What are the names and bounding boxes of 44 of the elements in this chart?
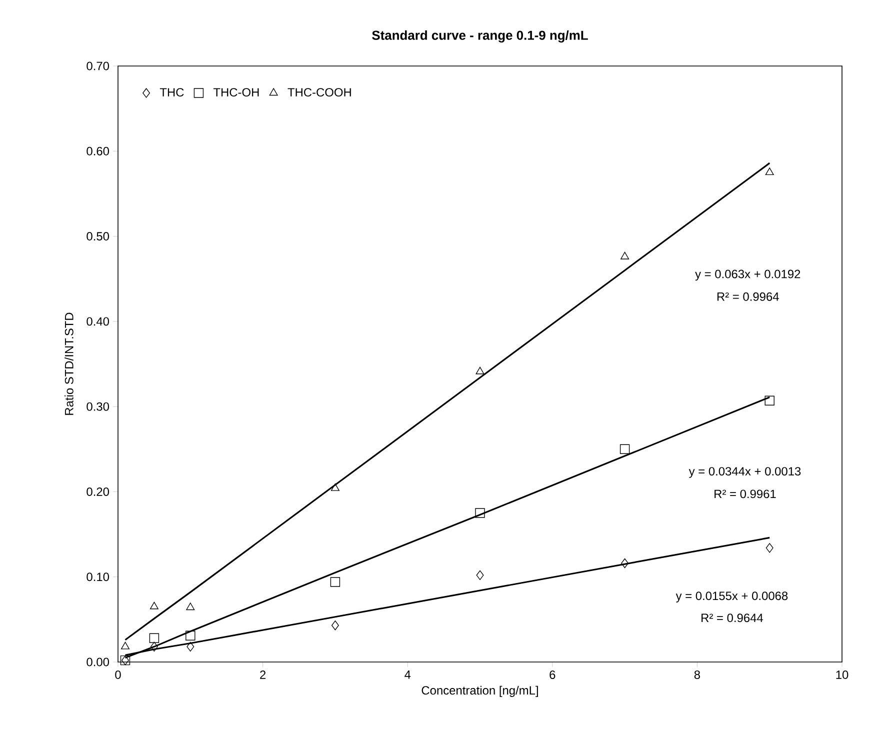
point bbox=[765, 168, 774, 176]
point bbox=[766, 543, 774, 553]
annotation: y = 0.063x + 0.0192 bbox=[695, 270, 800, 281]
legend-label: THC-COOH bbox=[288, 88, 351, 97]
y-tick-label: 0.60 bbox=[86, 146, 110, 156]
y-tick-label: 0.40 bbox=[86, 317, 110, 326]
y-tick-label: 0.00 bbox=[86, 658, 110, 666]
chart-title: Standard curve - range 0.1-9 ng/mL bbox=[372, 30, 588, 43]
y-tick-label: 0.10 bbox=[86, 572, 110, 582]
point bbox=[476, 366, 484, 374]
point bbox=[621, 558, 629, 568]
point bbox=[186, 630, 196, 640]
y-tick-label: 0.70 bbox=[86, 62, 110, 70]
annotation: R² = 0.9644 bbox=[702, 614, 763, 622]
legend-label: THC bbox=[160, 88, 184, 97]
x-tick-label: 8 bbox=[694, 670, 700, 679]
point bbox=[149, 633, 160, 644]
point bbox=[186, 642, 194, 652]
point bbox=[620, 444, 630, 454]
point bbox=[620, 252, 630, 260]
point bbox=[330, 483, 340, 491]
point bbox=[150, 642, 158, 652]
x-tick-label: 0 bbox=[115, 670, 121, 679]
point bbox=[330, 577, 340, 587]
legend-label: THC-OH bbox=[213, 88, 259, 97]
y-tick-label: 0.50 bbox=[86, 232, 110, 241]
point bbox=[475, 508, 485, 518]
point bbox=[331, 620, 339, 630]
point bbox=[150, 602, 158, 610]
point bbox=[186, 602, 195, 610]
y-tick-label: 0.20 bbox=[86, 487, 110, 496]
point bbox=[764, 396, 774, 406]
x-tick-label: 10 bbox=[836, 670, 848, 679]
annotation: R² = 0.9964 bbox=[717, 292, 779, 301]
x-tick-label: 4 bbox=[404, 670, 411, 679]
x-tick-label: 6 bbox=[550, 670, 556, 679]
x-tick-label: 2 bbox=[260, 670, 266, 679]
annotation: y = 0.0344x + 0.0013 bbox=[688, 467, 801, 478]
point bbox=[476, 570, 484, 580]
y-axis-title: Ratio STD/INT.STD bbox=[64, 312, 74, 415]
y-tick-label: 0.30 bbox=[86, 402, 110, 411]
annotation: y = 0.0155x + 0.0068 bbox=[676, 592, 788, 602]
x-axis-title: Concentration [ng/mL] bbox=[422, 686, 538, 697]
annotation: R² = 0.9961 bbox=[714, 490, 776, 498]
